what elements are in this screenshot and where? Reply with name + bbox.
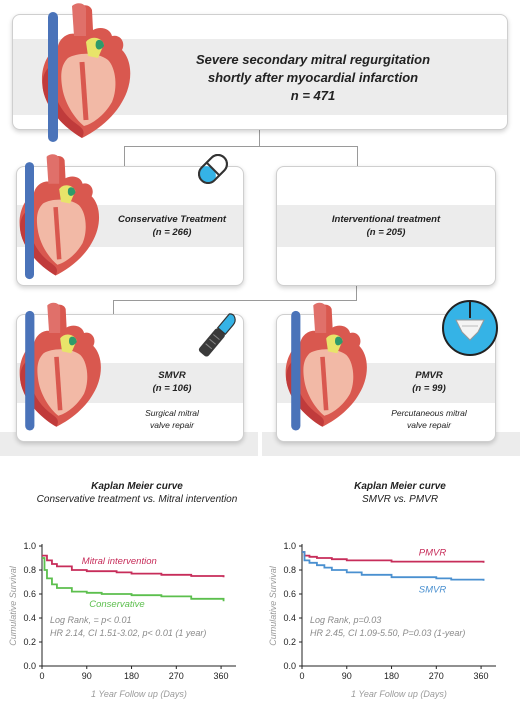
smvr-desc: Surgical mitral valve repair — [109, 407, 235, 431]
y-tick-label: 0.4 — [23, 613, 36, 623]
scalpel-icon — [198, 313, 236, 357]
y-axis-label: Cumulative Survival — [268, 565, 278, 646]
x-tick-label: 90 — [82, 671, 92, 681]
series-line — [42, 554, 225, 578]
smvr-desc-2: valve repair — [150, 420, 194, 430]
series-label: SMVR — [419, 584, 447, 595]
connector-mid-vertical — [356, 282, 357, 300]
x-tick-label: 0 — [299, 671, 304, 681]
conservative-label: Conservative Treatment — [117, 214, 227, 225]
pmvr-desc-1: Percutaneous mitral — [391, 408, 467, 418]
series-label: PMVR — [419, 548, 447, 559]
annotation-text: Log Rank, p=0.03 — [310, 615, 381, 625]
y-tick-label: 1.0 — [283, 541, 296, 551]
x-axis-label: 1 Year Follow up (Days) — [91, 689, 187, 699]
conservative-n: (n = 266) — [152, 227, 192, 238]
conservative-text: Conservative Treatment (n = 266) — [105, 213, 239, 239]
chart-right-title-1: Kaplan Meier curve — [354, 481, 446, 492]
y-axis-label: Cumulative Survival — [8, 565, 18, 646]
heart-illustration — [38, 2, 138, 144]
y-tick-label: 0.6 — [23, 589, 36, 599]
connector-top-vertical — [259, 128, 260, 146]
series-label: Conservative — [89, 599, 144, 610]
km-chart-smvr-vs-pmvr: 0.0 0.2 0.4 0.6 0.8 1.0 0 90 180 270 360 Cumulative… — [268, 541, 496, 699]
y-tick-label: 0.8 — [23, 565, 36, 575]
interventional-label: Interventional treatment — [331, 214, 441, 225]
y-tick-label: 0.2 — [283, 637, 296, 647]
top-line-1: Severe secondary mitral regurgitation — [195, 52, 431, 67]
x-tick-label: 360 — [474, 671, 489, 681]
series-label: Mitral intervention — [82, 556, 157, 567]
interventional-n: (n = 205) — [366, 227, 406, 238]
x-tick-label: 180 — [124, 671, 139, 681]
chart-right-title: Kaplan Meier curve SMVR vs. PMVR — [300, 480, 500, 506]
y-tick-label: 0.6 — [283, 589, 296, 599]
annotation-text: Log Rank, = p< 0.01 — [50, 615, 132, 625]
pmvr-n: (n = 99) — [412, 383, 446, 394]
chart-left-title: Kaplan Meier curve Conservative treatmen… — [20, 480, 254, 506]
heart-illustration — [16, 152, 106, 282]
top-summary-box: Severe secondary mitral regurgitation sh… — [12, 14, 508, 130]
interventional-band — [277, 205, 495, 247]
interventional-box: Interventional treatment (n = 205) — [276, 166, 496, 286]
x-tick-label: 90 — [342, 671, 352, 681]
x-tick-label: 270 — [169, 671, 184, 681]
x-axis-label: 1 Year Follow up (Days) — [351, 689, 447, 699]
y-tick-label: 0.2 — [23, 637, 36, 647]
pmvr-label: PMVR — [415, 370, 443, 381]
y-tick-label: 0.4 — [283, 613, 296, 623]
x-tick-label: 270 — [429, 671, 444, 681]
km-chart-conservative-vs-mitral: 0.0 0.2 0.4 0.6 0.8 1.0 0 90 180 270 360 Cumulative… — [8, 541, 236, 699]
y-tick-label: 0.0 — [23, 661, 36, 671]
pill-icon — [198, 154, 228, 184]
smvr-text: SMVR (n = 106) — [109, 369, 235, 395]
top-n: n = 471 — [290, 88, 336, 103]
chart-right-title-2: SMVR vs. PMVR — [361, 494, 439, 505]
valve-clip-icon — [442, 300, 498, 356]
pmvr-desc-2: valve repair — [407, 420, 451, 430]
top-summary-text: Severe secondary mitral regurgitation sh… — [143, 51, 483, 105]
x-tick-label: 180 — [384, 671, 399, 681]
heart-illustration — [16, 298, 108, 436]
x-tick-label: 360 — [214, 671, 229, 681]
y-tick-label: 0.0 — [283, 661, 296, 671]
series-line — [42, 557, 225, 602]
interventional-text: Interventional treatment (n = 205) — [277, 213, 495, 239]
top-line-2: shortly after myocardial infarction — [207, 70, 419, 85]
pmvr-text: PMVR (n = 99) — [369, 369, 489, 395]
smvr-n: (n = 106) — [152, 383, 192, 394]
chart-left-title-1: Kaplan Meier curve — [91, 481, 183, 492]
chart-left-title-2: Conservative treatment vs. Mitral interv… — [36, 494, 238, 505]
annotation-text: HR 2.45, CI 1.09-5.50, P=0.03 (1-year) — [310, 628, 465, 638]
pmvr-desc: Percutaneous mitral valve repair — [369, 407, 489, 431]
x-tick-label: 0 — [39, 671, 44, 681]
series-line — [302, 551, 485, 581]
series-line — [302, 551, 485, 563]
smvr-label: SMVR — [158, 370, 186, 381]
heart-illustration — [282, 298, 374, 436]
y-tick-label: 1.0 — [23, 541, 36, 551]
connector-top-horizontal — [124, 146, 358, 167]
y-tick-label: 0.8 — [283, 565, 296, 575]
smvr-desc-1: Surgical mitral — [145, 408, 199, 418]
annotation-text: HR 2.14, CI 1.51-3.02, p< 0.01 (1 year) — [50, 628, 206, 638]
connector-mid-horizontal — [113, 300, 357, 315]
